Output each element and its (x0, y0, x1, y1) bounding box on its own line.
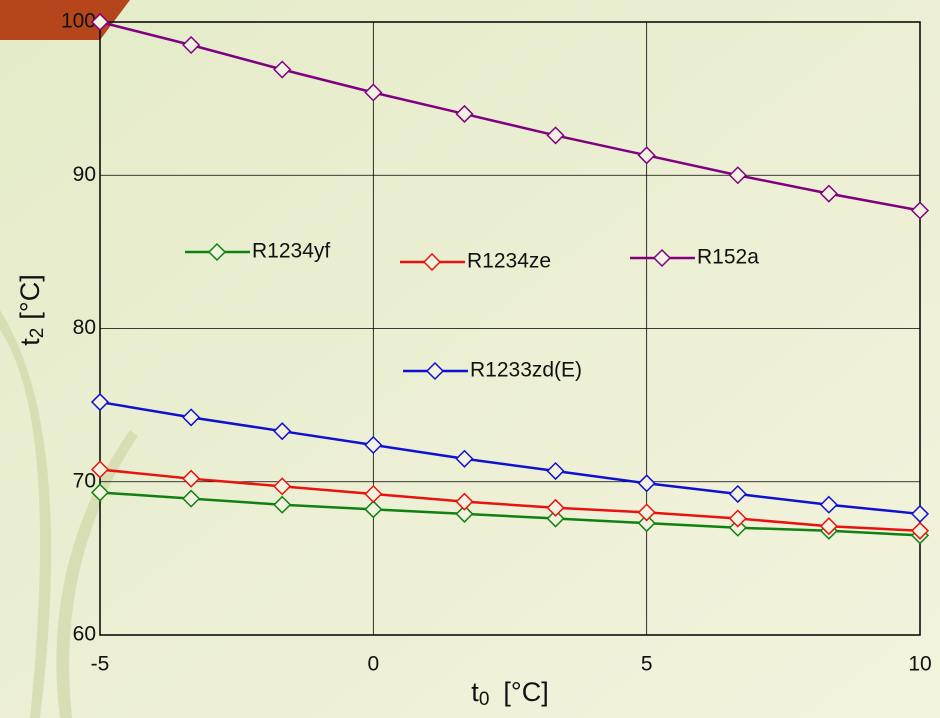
data-point (273, 60, 292, 79)
data-point (364, 484, 383, 504)
decoration (0, 310, 52, 718)
data-point (910, 521, 930, 540)
data-point (455, 492, 474, 511)
y-tick-label: 70 (73, 469, 96, 492)
data-point (364, 500, 383, 519)
data-point (728, 509, 747, 528)
data-point (182, 469, 201, 488)
legend-marker (425, 361, 445, 381)
data-point (90, 483, 110, 502)
data-point (273, 477, 292, 496)
data-point (273, 495, 292, 514)
data-point (182, 35, 201, 55)
series-line (99, 20, 921, 212)
x-label-unit: [°C] (503, 677, 548, 707)
data-point (819, 184, 838, 203)
data-point (455, 449, 474, 468)
data-point (546, 498, 565, 517)
data-point (182, 489, 201, 508)
x-tick-label: -5 (91, 653, 110, 676)
y-tick-label: 80 (73, 316, 96, 339)
y-tick-label: 60 (73, 623, 96, 646)
y-label-main: t (15, 338, 45, 346)
data-point (546, 509, 565, 528)
data-point (637, 514, 656, 533)
x-label-sub: 0 (479, 689, 490, 710)
series-line (99, 400, 921, 516)
series-line (99, 491, 921, 537)
data-point (546, 461, 565, 481)
data-point (90, 392, 110, 412)
data-point (455, 104, 474, 124)
x-tick-label: 5 (641, 653, 653, 676)
legend-marker (422, 252, 442, 272)
data-point (728, 166, 747, 185)
y-tick-label: 90 (73, 163, 96, 186)
y-label-unit: [°C] (15, 274, 45, 319)
data-point (637, 146, 656, 165)
data-point (819, 495, 838, 514)
legend-label: R1234ze (467, 250, 551, 273)
data-point (728, 484, 747, 504)
data-point (182, 408, 201, 427)
data-point (455, 504, 474, 523)
data-point (273, 422, 292, 441)
series-line (99, 468, 921, 533)
data-point (910, 201, 930, 220)
y-label-sub: 2 (27, 328, 48, 339)
data-point (637, 474, 656, 493)
data-point (546, 126, 565, 145)
data-point (90, 12, 110, 32)
y-tick-label: 100 (61, 10, 96, 33)
data-point (819, 517, 838, 536)
data-point (637, 503, 656, 522)
legend-label: R1234yf (252, 240, 330, 263)
data-point (364, 435, 383, 455)
x-tick-label: 10 (908, 653, 931, 676)
data-point (728, 518, 747, 537)
y-axis-label: t2 [°C] (15, 274, 48, 345)
corner-decoration (0, 0, 130, 40)
x-label-main: t (471, 677, 479, 707)
x-axis-label: t0 [°C] (471, 677, 548, 710)
data-point (364, 83, 383, 102)
legend-marker (207, 242, 227, 262)
legend-label: R152a (697, 246, 759, 269)
legend-label: R1233zd(E) (470, 359, 582, 382)
legend-marker (652, 248, 672, 268)
data-point (910, 504, 930, 523)
data-point (90, 460, 110, 479)
x-tick-label: 0 (367, 653, 379, 676)
